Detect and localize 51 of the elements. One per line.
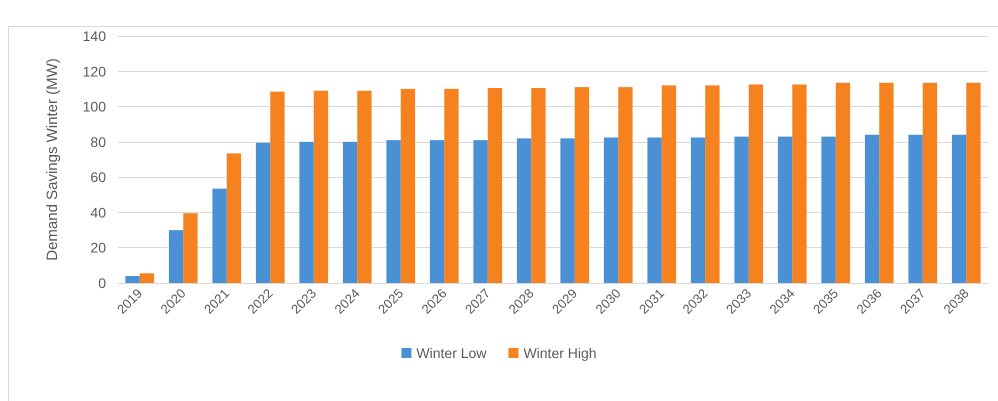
bar (647, 137, 662, 283)
bar (604, 137, 618, 283)
bar (778, 136, 792, 283)
bar (662, 85, 676, 283)
bar (444, 88, 459, 283)
y-tick-label: 40 (90, 204, 106, 220)
y-tick-label: 20 (90, 240, 106, 256)
bar (342, 142, 358, 283)
bar (400, 88, 416, 283)
bar (864, 134, 880, 283)
bar (734, 136, 749, 283)
bar (821, 136, 836, 283)
bar (473, 140, 488, 283)
bar (690, 137, 706, 283)
legend-label: Winter High (523, 345, 597, 361)
bar (357, 90, 372, 283)
bar (879, 82, 894, 283)
bar (386, 140, 401, 283)
legend-label: Winter Low (416, 345, 488, 361)
bar (430, 140, 444, 283)
bar (705, 85, 720, 283)
y-tick-label: 120 (82, 63, 106, 80)
bar (125, 276, 140, 283)
bar (226, 153, 242, 283)
bar (748, 84, 764, 283)
y-axis-title: Demand Savings Winter (MW) (44, 58, 61, 261)
bar (183, 213, 198, 283)
bar (488, 88, 502, 283)
bar (299, 142, 314, 283)
bar (908, 134, 923, 283)
bar (531, 88, 546, 283)
y-tick-label: 140 (82, 28, 106, 44)
bar (952, 134, 966, 283)
y-tick-label: 60 (90, 169, 106, 186)
bar (560, 138, 575, 283)
bar (212, 188, 227, 283)
bar (140, 273, 154, 283)
y-tick-label: 80 (90, 134, 106, 150)
bar (516, 138, 532, 283)
bar (168, 230, 184, 283)
bar (256, 142, 270, 283)
bar (270, 92, 285, 283)
bar (574, 87, 590, 283)
bar (922, 82, 938, 283)
y-tick-label: 0 (98, 275, 106, 291)
y-tick-label: 100 (82, 98, 106, 115)
bar (792, 84, 807, 283)
bar (836, 82, 850, 283)
bar (314, 90, 328, 283)
bar (966, 82, 981, 283)
bar (618, 87, 633, 283)
